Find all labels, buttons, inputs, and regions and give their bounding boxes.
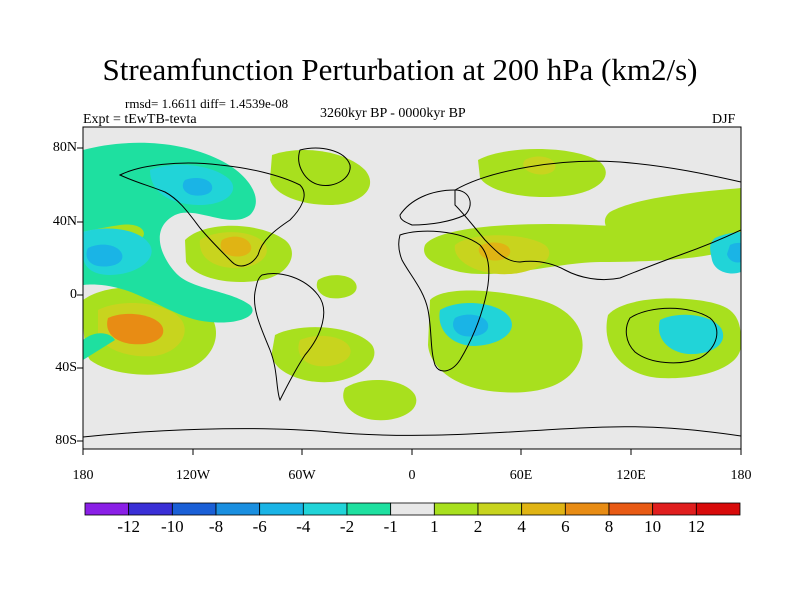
lon-label: 180: [72, 468, 94, 483]
colorbar-swatch: [259, 502, 304, 516]
coast-asia: [454, 160, 741, 281]
colorbar-swatch: [477, 502, 523, 516]
colorbar-label: -2: [339, 517, 355, 536]
colorbar-swatch: [346, 502, 392, 516]
colorbar-label: -6: [252, 517, 267, 536]
lon-label: 60E: [509, 468, 533, 483]
lon-label: 120E: [616, 468, 646, 483]
colorbar-swatch: [84, 502, 130, 516]
coast-africa: [398, 230, 490, 372]
anomaly-pos-north-atlantic: [270, 150, 371, 205]
anomaly-pos-tropical-atlantic: [316, 275, 357, 299]
lat-label: 80N: [52, 140, 77, 155]
anomaly-neg-east-pacific: [710, 232, 741, 274]
anomaly-neg-east-pacific-core: [727, 242, 741, 263]
lat-label: 40N: [52, 214, 77, 229]
season-label: DJF: [712, 112, 736, 127]
colorbar-label: -4: [296, 517, 311, 536]
period-label: 3260kyr BP - 0000kyr BP: [320, 106, 466, 121]
colorbar-label: -1: [383, 517, 398, 536]
lon-label: 120W: [175, 468, 211, 483]
stats-text: rmsd= 1.6611 diff= 1.4539e-08: [125, 96, 289, 111]
anomaly-pos-south-pacific-core: [107, 313, 164, 345]
experiment-label: Expt = tEwTB-tevta: [83, 112, 197, 127]
colorbar-label: 2: [473, 517, 483, 536]
coast-north-america: [118, 162, 305, 267]
colorbar-label: 8: [604, 517, 614, 536]
colorbar-swatch: [608, 502, 654, 516]
colorbar-swatch: [564, 502, 610, 516]
colorbar-label: -10: [160, 517, 184, 536]
colorbar-swatch: [215, 502, 261, 516]
colorbar-label: 10: [644, 517, 662, 536]
anomaly-neg-australia: [658, 314, 724, 355]
coast-south-america: [253, 273, 325, 402]
anomaly-pos-central-america-core: [220, 236, 252, 257]
colorbar-swatch: [302, 502, 348, 516]
anomaly-neg-north-pacific-core2: [182, 178, 213, 196]
lat-label: 80S: [55, 433, 77, 448]
colorbar-swatch: [652, 502, 697, 516]
colorbar-label: 4: [517, 517, 526, 536]
coast-greenland: [298, 147, 351, 187]
map-panel: [83, 127, 741, 449]
colorbar: [84, 502, 741, 516]
colorbar-swatch: [390, 502, 435, 516]
colorbar-label: -12: [117, 517, 140, 536]
map-title: Streamfunction Perturbation at 200 hPa (…: [102, 52, 698, 87]
colorbar-label: 12: [687, 517, 705, 536]
coast-europe: [399, 189, 471, 226]
anomaly-neg-pacific-west-core: [86, 244, 123, 267]
colorbar-label: 1: [430, 517, 439, 536]
lat-label: 40S: [55, 360, 77, 375]
lon-label: 180: [730, 468, 752, 483]
anomaly-neg-south-pacific: [83, 333, 115, 360]
lat-label: 0: [70, 287, 77, 302]
lon-label: 60W: [288, 468, 316, 483]
anomaly-pos-south-america-core: [298, 335, 351, 367]
colorbar-swatch: [433, 502, 479, 516]
colorbar-swatch: [521, 502, 566, 516]
coast-australia: [625, 307, 718, 364]
colorbar-swatch: [695, 502, 741, 516]
colorbar-label: 6: [561, 517, 570, 536]
colorbar-swatch: [128, 502, 173, 516]
anomaly-pos-east-asia: [604, 188, 741, 247]
coastlines: [83, 147, 741, 438]
colorbar-swatch: [171, 502, 217, 516]
lon-label: 0: [408, 468, 416, 483]
axis-ticks: [77, 147, 742, 455]
anomaly-pos-south-atlantic: [343, 379, 417, 421]
coast-antarctica: [83, 426, 741, 438]
colorbar-label: -8: [208, 517, 224, 536]
